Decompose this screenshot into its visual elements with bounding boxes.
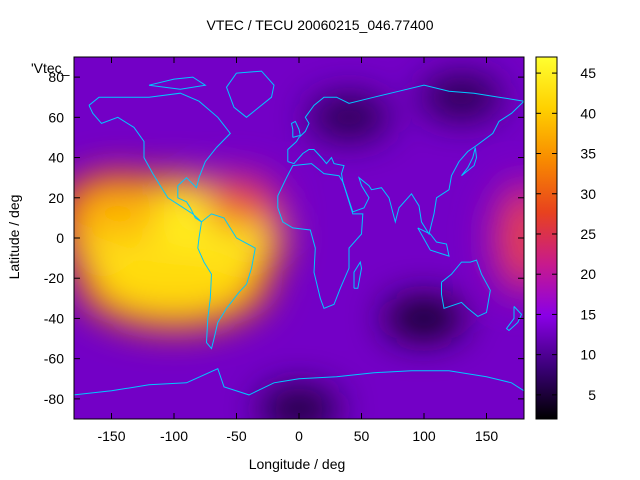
colorbar-tick-label: 5 (588, 387, 596, 403)
y-axis: -80 -60 -40 -20 0 20 40 60 80 (44, 69, 524, 407)
coastline-madagascar (353, 260, 363, 289)
colorbar-tick-label: 15 (580, 306, 596, 322)
x-tick-label: -150 (97, 428, 125, 444)
coastline-indonesia (417, 227, 450, 257)
coastline-australia (441, 259, 491, 317)
y-tick-label: 0 (56, 230, 64, 246)
x-tick-label: 0 (295, 428, 303, 444)
coastline-north-america (88, 92, 231, 223)
tec-low-1 (421, 75, 502, 120)
tec-low-0 (309, 95, 389, 140)
x-tick-label: -50 (226, 428, 246, 444)
colorbar-tick-label: 25 (580, 226, 596, 242)
tec-low-3 (259, 386, 339, 419)
colorbar (536, 57, 557, 419)
y-tick-label: 40 (48, 150, 64, 166)
coastline-africa (277, 163, 364, 310)
coastline-antarctica (74, 368, 524, 396)
colorbar-tick-label: 10 (580, 347, 596, 363)
y-tick-label: -60 (44, 351, 64, 367)
coastline-arctic-islands (148, 76, 207, 90)
x-tick-label: -100 (160, 428, 188, 444)
y-tick-label: 80 (48, 69, 64, 85)
tec-hotspot-4 (506, 193, 524, 283)
chart-title: VTEC / TECU 20060215_046.77400 (206, 17, 434, 33)
colorbar-frame (535, 56, 558, 420)
plot-area (74, 57, 524, 419)
x-tick-label: 100 (412, 428, 436, 444)
coastline-new-zealand (505, 306, 523, 332)
colorbar-tick-label: 40 (580, 105, 596, 121)
tec-field (74, 75, 524, 419)
colorbar-tick-label: 20 (580, 266, 596, 282)
y-tick-label: -20 (44, 270, 64, 286)
y-tick-label: -80 (44, 391, 64, 407)
data-label: 'Vtec_ (31, 60, 70, 76)
colorbar-axis: 5 10 15 20 25 30 35 40 45 (536, 65, 596, 403)
y-tick-label: -40 (44, 310, 64, 326)
coastline-south-america (197, 213, 256, 350)
colorbar-tick-label: 45 (580, 65, 596, 81)
x-axis-label: Longitude / deg (248, 456, 346, 472)
colorbar-tick-label: 35 (580, 146, 596, 162)
y-tick-label: 20 (48, 190, 64, 206)
coastline-japan (461, 147, 478, 177)
tec-hotspot-2 (74, 183, 163, 244)
coastline-eurasia (287, 84, 524, 236)
colorbar-tick-label: 30 (580, 186, 596, 202)
coastline-greenland (225, 70, 275, 118)
tec-hotspot-3 (206, 185, 267, 230)
x-tick-label: 50 (354, 428, 370, 444)
coastline-uk (290, 120, 301, 138)
y-tick-label: 60 (48, 109, 64, 125)
x-tick-label: 150 (475, 428, 499, 444)
x-axis: -150 -100 -50 0 50 100 150 (97, 57, 498, 444)
tec-hotspot-1 (94, 247, 254, 318)
coastlines (74, 70, 524, 396)
tec-low-2 (384, 296, 464, 341)
